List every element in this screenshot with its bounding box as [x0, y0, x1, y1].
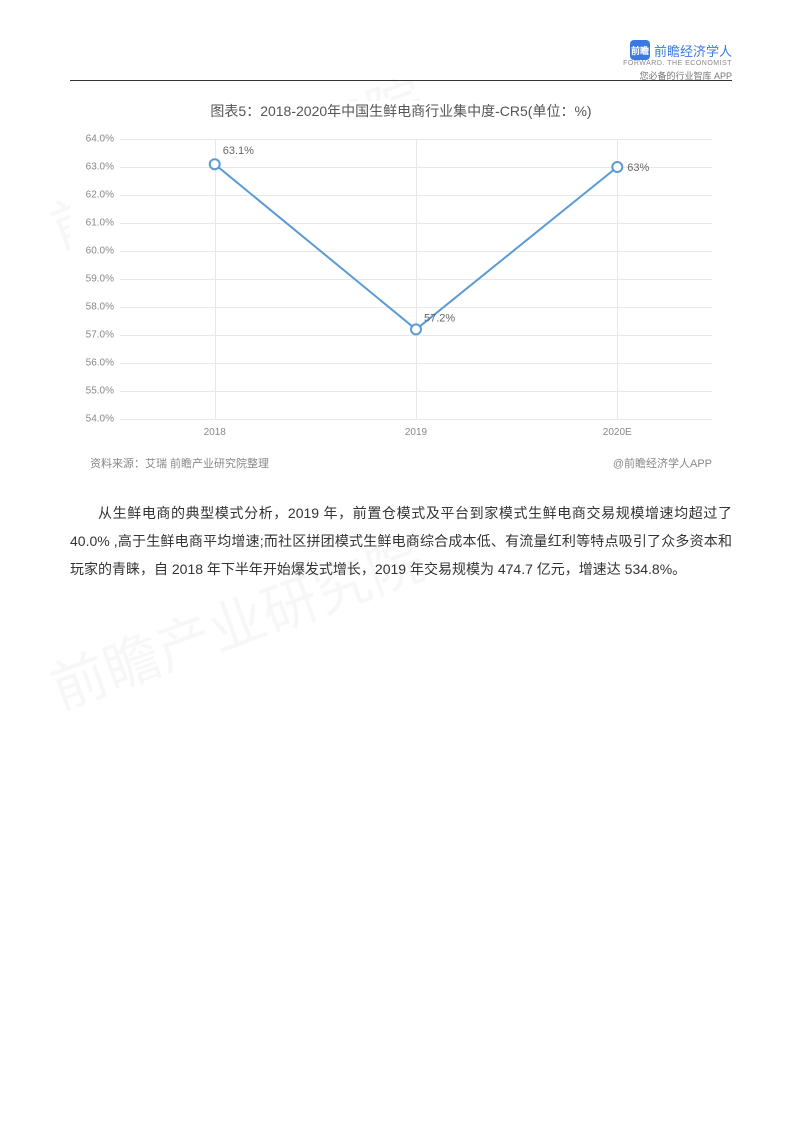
chart-source: 资料来源：艾瑞 前瞻产业研究院整理: [90, 455, 269, 471]
x-tick-label: 2018: [204, 427, 226, 438]
y-tick-label: 57.0%: [86, 330, 114, 341]
y-axis: 54.0%55.0%56.0%57.0%58.0%59.0%60.0%61.0%…: [70, 139, 120, 419]
brand-name: 前瞻经济学人: [654, 41, 732, 60]
svg-text:63.1%: 63.1%: [223, 145, 254, 157]
y-tick-label: 55.0%: [86, 386, 114, 397]
chart-title: 图表5：2018-2020年中国生鲜电商行业集中度-CR5(单位：%): [70, 101, 732, 121]
y-tick-label: 56.0%: [86, 358, 114, 369]
y-tick-label: 59.0%: [86, 274, 114, 285]
line-svg: 63.1% 57.2% 63%: [120, 139, 712, 419]
brand-logo-icon: 前瞻: [630, 40, 650, 60]
svg-text:63%: 63%: [627, 162, 649, 174]
chart-container: 图表5：2018-2020年中国生鲜电商行业集中度-CR5(单位：%) 54.0…: [70, 101, 732, 471]
y-tick-label: 61.0%: [86, 218, 114, 229]
brand-subtitle: FORWARD. THE ECONOMIST: [623, 60, 732, 67]
y-tick-label: 64.0%: [86, 134, 114, 145]
chart-plot: 63.1% 57.2% 63%: [120, 139, 712, 419]
x-axis: 2018 2019 2020E: [120, 419, 712, 449]
y-tick-label: 54.0%: [86, 414, 114, 425]
svg-text:57.2%: 57.2%: [424, 312, 455, 324]
brand-tagline: 您必备的行业智库 APP: [623, 69, 732, 82]
y-tick-label: 62.0%: [86, 190, 114, 201]
chart-area: 54.0%55.0%56.0%57.0%58.0%59.0%60.0%61.0%…: [120, 139, 712, 449]
chart-attribution: @前瞻经济学人APP: [613, 455, 712, 471]
x-tick-label: 2020E: [603, 427, 632, 438]
body-paragraph: 从生鲜电商的典型模式分析，2019 年，前置仓模式及平台到家模式生鲜电商交易规模…: [70, 499, 732, 583]
x-tick-label: 2019: [405, 427, 427, 438]
y-tick-label: 58.0%: [86, 302, 114, 313]
y-tick-label: 63.0%: [86, 162, 114, 173]
brand-header: 前瞻 前瞻经济学人 FORWARD. THE ECONOMIST 您必备的行业智…: [623, 40, 732, 82]
y-tick-label: 60.0%: [86, 246, 114, 257]
chart-footer: 资料来源：艾瑞 前瞻产业研究院整理 @前瞻经济学人APP: [70, 449, 732, 471]
